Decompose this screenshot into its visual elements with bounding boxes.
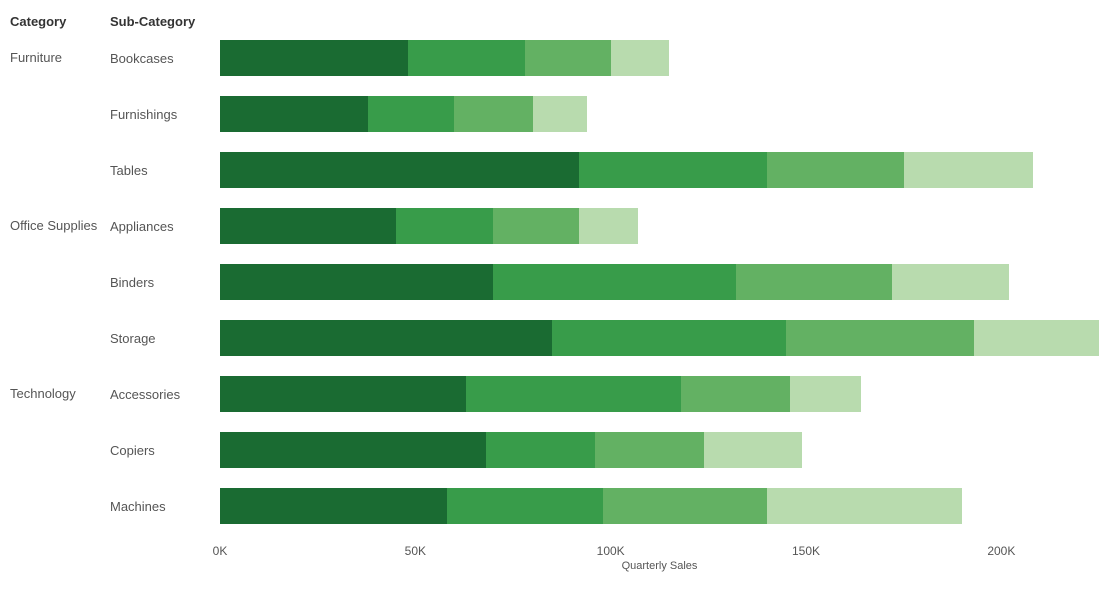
bar-segment[interactable] [220, 208, 396, 244]
bar-segment[interactable] [220, 488, 447, 524]
bar-segment[interactable] [767, 488, 962, 524]
bar-stack [220, 208, 1099, 244]
bar-segment[interactable] [220, 432, 486, 468]
rows-container: FurnitureBookcases Furnishings Tables Offic… [10, 40, 1099, 524]
data-row: Furnishings [10, 96, 1099, 132]
subcategory-label: Storage [110, 331, 220, 346]
bar-stack [220, 96, 1099, 132]
bar-track [220, 208, 1099, 244]
bar-segment[interactable] [974, 320, 1099, 356]
bar-track [220, 264, 1099, 300]
column-header-subcategory: Sub-Category [110, 14, 220, 29]
bar-segment[interactable] [220, 264, 493, 300]
bar-segment[interactable] [220, 96, 368, 132]
subcategory-label: Copiers [110, 443, 220, 458]
x-axis-tick: 200K [987, 544, 1015, 558]
bar-segment[interactable] [220, 320, 552, 356]
subcategory-label: Tables [110, 163, 220, 178]
bar-segment[interactable] [220, 40, 408, 76]
bar-segment[interactable] [595, 432, 704, 468]
bar-segment[interactable] [466, 376, 681, 412]
header-row: Category Sub-Category [10, 10, 1099, 32]
bar-segment[interactable] [447, 488, 603, 524]
bar-track [220, 376, 1099, 412]
bar-segment[interactable] [681, 376, 790, 412]
bar-stack [220, 320, 1099, 356]
bar-track [220, 152, 1099, 188]
bar-segment[interactable] [493, 264, 735, 300]
bar-stack [220, 432, 1099, 468]
subcategory-label: Machines [110, 499, 220, 514]
bar-track [220, 432, 1099, 468]
category-label: Furniture [10, 50, 110, 66]
bar-segment[interactable] [533, 96, 588, 132]
data-row: Tables [10, 152, 1099, 188]
subcategory-label: Accessories [110, 387, 220, 402]
subcategory-label: Appliances [110, 219, 220, 234]
bar-segment[interactable] [220, 152, 579, 188]
bar-segment[interactable] [579, 152, 767, 188]
subcategory-label: Furnishings [110, 107, 220, 122]
x-axis-tick: 0K [213, 544, 228, 558]
bar-segment[interactable] [454, 96, 532, 132]
stacked-bar-chart: Category Sub-Category FurnitureBookcases… [10, 10, 1099, 576]
bar-segment[interactable] [736, 264, 892, 300]
bar-segment[interactable] [396, 208, 494, 244]
bar-segment[interactable] [704, 432, 802, 468]
category-label: Office Supplies [10, 218, 110, 234]
bar-track [220, 40, 1099, 76]
bar-stack [220, 376, 1099, 412]
x-axis-tick: 50K [405, 544, 426, 558]
column-header-category: Category [10, 14, 110, 29]
bar-track [220, 320, 1099, 356]
bar-segment[interactable] [786, 320, 974, 356]
x-axis: Quarterly Sales 0K 50K 100K 150K 200K [10, 544, 1099, 576]
x-axis-tick: 150K [792, 544, 820, 558]
x-axis-title: Quarterly Sales [622, 560, 698, 572]
bar-segment[interactable] [486, 432, 595, 468]
category-label: Technology [10, 386, 110, 402]
data-row: Office SuppliesAppliances [10, 208, 1099, 244]
bar-segment[interactable] [603, 488, 767, 524]
x-axis-tick: 100K [597, 544, 625, 558]
bar-track [220, 96, 1099, 132]
data-row: Binders [10, 264, 1099, 300]
bar-segment[interactable] [525, 40, 611, 76]
bar-segment[interactable] [904, 152, 1033, 188]
bar-stack [220, 152, 1099, 188]
bar-segment[interactable] [220, 376, 466, 412]
data-row: FurnitureBookcases [10, 40, 1099, 76]
data-row: Machines [10, 488, 1099, 524]
bar-segment[interactable] [408, 40, 525, 76]
data-row: TechnologyAccessories [10, 376, 1099, 412]
bar-stack [220, 264, 1099, 300]
bar-stack [220, 488, 1099, 524]
subcategory-label: Bookcases [110, 51, 220, 66]
bar-segment[interactable] [493, 208, 579, 244]
bar-segment[interactable] [552, 320, 786, 356]
bar-stack [220, 40, 1099, 76]
bar-segment[interactable] [611, 40, 670, 76]
bar-segment[interactable] [892, 264, 1009, 300]
bar-track [220, 488, 1099, 524]
subcategory-label: Binders [110, 275, 220, 290]
bar-segment[interactable] [790, 376, 860, 412]
bar-segment[interactable] [767, 152, 904, 188]
bar-segment[interactable] [579, 208, 638, 244]
data-row: Copiers [10, 432, 1099, 468]
bar-segment[interactable] [368, 96, 454, 132]
data-row: Storage [10, 320, 1099, 356]
